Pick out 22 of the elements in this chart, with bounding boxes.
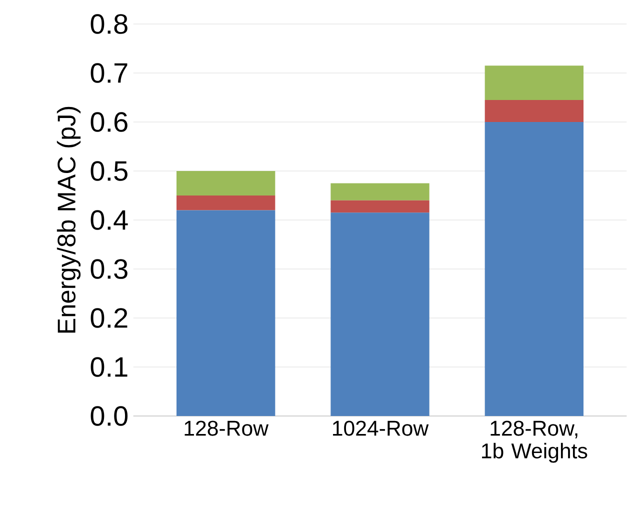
bar	[330, 183, 430, 200]
bar	[484, 122, 584, 416]
x-tick-label: 1024-Row	[333, 420, 429, 436]
y-tick-label: 0.7	[90, 63, 128, 83]
y-tick-label: 0.0	[90, 406, 128, 426]
y-tick-label: 0.1	[90, 357, 128, 377]
y-tick-label: 0.3	[90, 259, 128, 279]
bar	[484, 100, 584, 122]
x-tick-label: 128-Row, 1b Weights	[482, 420, 588, 463]
bar	[484, 66, 584, 100]
y-tick-label: 0.4	[90, 210, 128, 230]
bar	[176, 196, 276, 210]
y-tick-label: 0.6	[90, 112, 128, 132]
x-tick-label: 128-Row	[184, 420, 269, 436]
y-tick-label: 0.5	[90, 161, 128, 181]
bar	[176, 171, 276, 196]
bar	[330, 200, 430, 213]
y-tick-label: 0.2	[90, 308, 128, 328]
bar	[176, 210, 276, 416]
y-tick-label: 0.8	[90, 14, 128, 34]
bar	[330, 212, 430, 416]
y-axis-title: Energy/8b MAC (pJ)	[56, 106, 81, 333]
